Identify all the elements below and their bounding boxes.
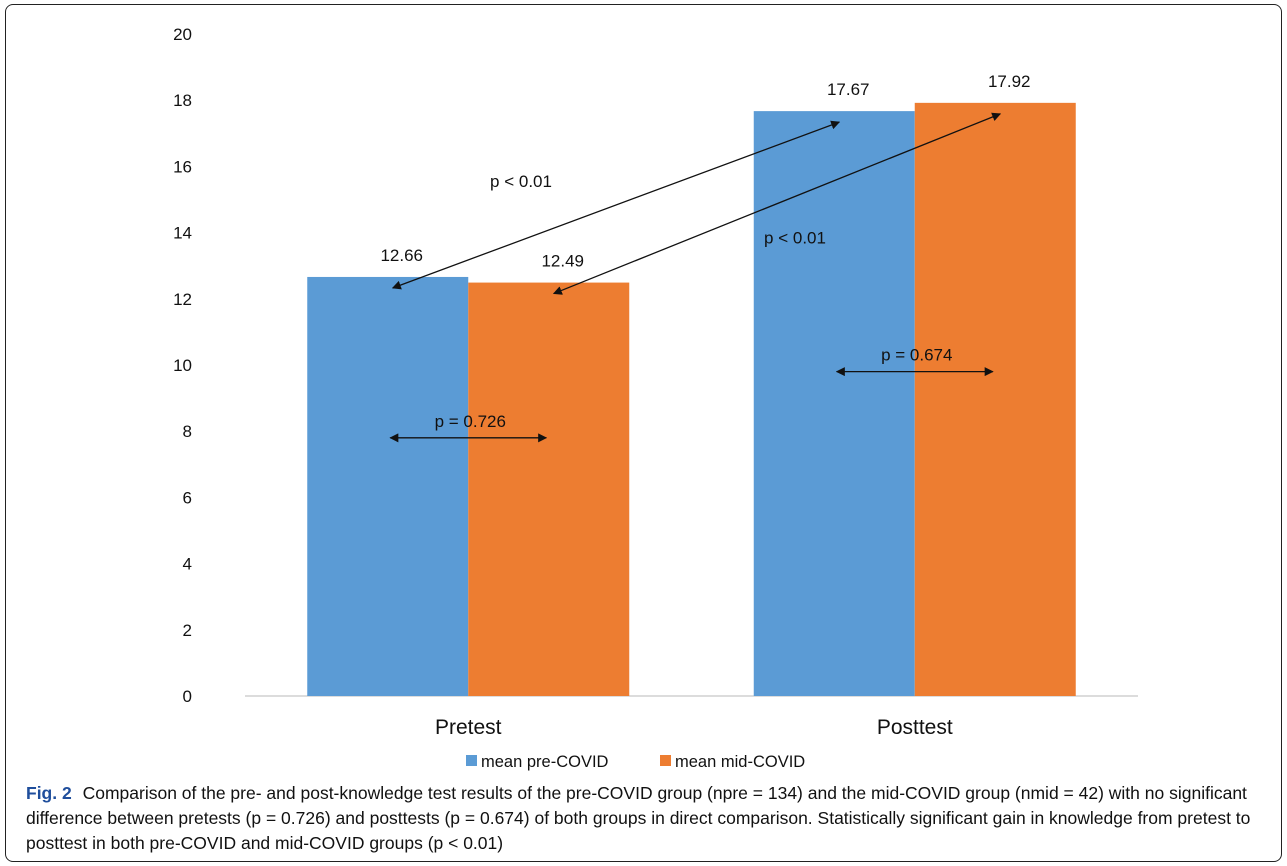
- significance-label: p < 0.01: [490, 172, 552, 191]
- y-tick-label: 2: [183, 621, 192, 640]
- bar-value-label: 17.67: [827, 80, 870, 99]
- bar: [914, 102, 1076, 696]
- y-tick-label: 0: [183, 687, 192, 706]
- y-tick-label: 14: [173, 224, 192, 243]
- legend-swatch: [466, 755, 477, 766]
- figure-caption: Fig. 2 Comparison of the pre- and post-k…: [26, 781, 1266, 856]
- y-tick-label: 10: [173, 356, 192, 375]
- annotations: p < 0.01 p < 0.01 p = 0.726 p = 0.674: [389, 112, 1002, 443]
- bar: [307, 276, 469, 696]
- legend: mean pre-COVID mean mid-COVID: [466, 753, 805, 771]
- comparison-label: p = 0.726: [435, 412, 506, 431]
- y-tick-label: 4: [183, 555, 192, 574]
- significance-arrow: [552, 112, 1002, 295]
- x-axis-labels: Pretest Posttest: [435, 716, 953, 739]
- legend-label: mean pre-COVID: [481, 753, 609, 771]
- y-tick-label: 6: [183, 488, 192, 507]
- bar-value-label: 17.92: [988, 72, 1031, 91]
- y-tick-label: 8: [183, 422, 192, 441]
- x-tick-label: Posttest: [877, 716, 953, 739]
- bar-value-label: 12.49: [541, 252, 584, 271]
- caption-label: Fig. 2: [26, 783, 72, 803]
- bar: [468, 282, 630, 696]
- y-tick-label: 16: [173, 157, 192, 176]
- comparison-label: p = 0.674: [881, 346, 952, 365]
- x-tick-label: Pretest: [435, 716, 502, 739]
- y-tick-label: 18: [173, 91, 192, 110]
- significance-label: p < 0.01: [764, 229, 826, 248]
- y-axis-ticks: 0 2 4 6 8 10 12 14 16 18 20: [173, 25, 192, 706]
- bar: [753, 111, 915, 697]
- bars: [307, 102, 1076, 697]
- y-tick-label: 20: [173, 25, 192, 44]
- legend-swatch: [660, 755, 671, 766]
- y-tick-label: 12: [173, 290, 192, 309]
- legend-label: mean mid-COVID: [675, 753, 805, 771]
- caption-text: Comparison of the pre- and post-knowledg…: [26, 783, 1251, 853]
- bar-value-label: 12.66: [380, 246, 423, 265]
